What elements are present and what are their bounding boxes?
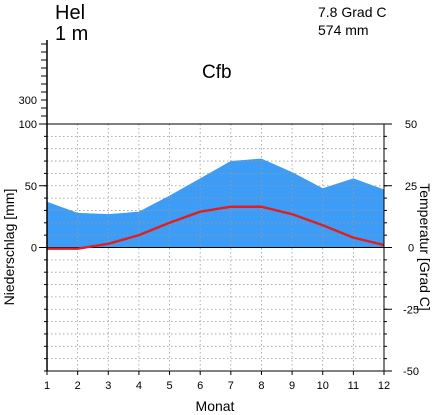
x-axis-tick-label: 2 — [75, 380, 81, 392]
left-axis-tick-label: 100 — [19, 119, 37, 131]
annual-precipitation: 574 mm — [318, 22, 369, 38]
left-axis-tick-label: 0 — [31, 243, 37, 255]
x-axis-tick-label: 7 — [228, 380, 234, 392]
x-axis-tick-label: 6 — [197, 380, 203, 392]
temperature-layer — [46, 205, 385, 250]
right-axis-label: Temperatur [Grad C] — [417, 183, 433, 311]
precipitation-area — [47, 158, 384, 248]
x-axis-tick-label: 5 — [166, 380, 172, 392]
precipitation-layer — [47, 158, 384, 248]
grid-layer — [47, 124, 384, 371]
station-name: Hel — [55, 2, 86, 24]
left-axis-tick-label: 300 — [19, 95, 37, 107]
left-axis-label: Niederschlag [mm] — [1, 189, 17, 306]
right-axis-tick-label: 25 — [405, 181, 417, 193]
x-axis-tick-label: 12 — [378, 380, 390, 392]
x-axis-label: Monat — [196, 398, 235, 414]
x-axis-tick-label: 9 — [289, 380, 295, 392]
station-elevation: 1 m — [55, 23, 89, 45]
right-axis-tick-label: 50 — [405, 119, 417, 131]
x-axis-tick-label: 4 — [136, 380, 142, 392]
x-axis-tick-label: 1 — [44, 380, 50, 392]
right-axis-tick-label: 0 — [408, 243, 414, 255]
climate-class: Cfb — [202, 62, 232, 83]
right-axis-tick-label: -50 — [403, 366, 419, 378]
x-axis-tick-label: 10 — [317, 380, 329, 392]
mean-temperature: 7.8 Grad C — [318, 4, 387, 20]
left-axis-tick-label: 50 — [25, 181, 37, 193]
x-axis-tick-label: 3 — [105, 380, 111, 392]
temperature-line — [47, 205, 385, 250]
x-axis-tick-label: 11 — [348, 380, 359, 392]
x-axis-tick-label: 8 — [258, 380, 264, 392]
right-axis-tick-label: -25 — [403, 304, 419, 316]
